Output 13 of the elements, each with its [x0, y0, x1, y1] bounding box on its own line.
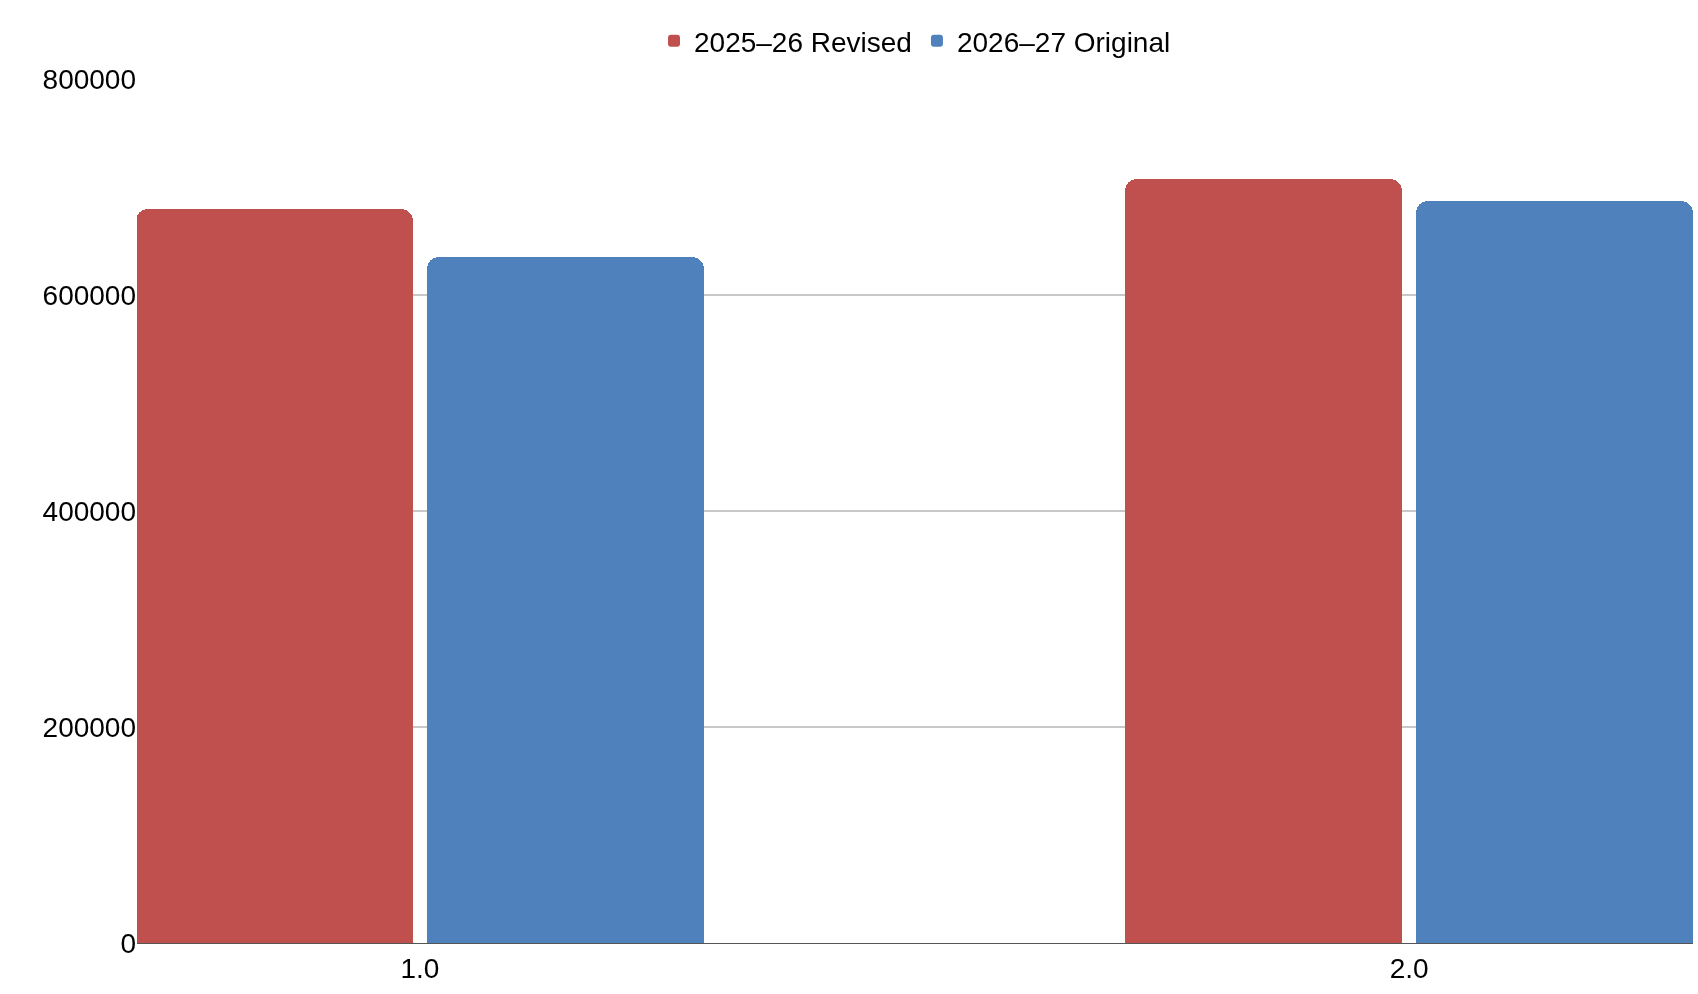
y-tick-label: 800000 [42, 63, 136, 95]
legend-label: 2025–26 Revised [694, 26, 912, 58]
y-tick-label: 200000 [42, 711, 136, 743]
x-tick-label: 1.0 [400, 952, 440, 984]
bar [137, 209, 413, 943]
y-tick-label: 600000 [42, 279, 136, 311]
bar [1125, 179, 1402, 943]
bar [427, 257, 704, 943]
x-tick-label: 2.0 [1389, 952, 1429, 984]
y-tick-label: 0 [120, 927, 136, 959]
legend-label: 2026–27 Original [956, 26, 1171, 58]
bar [1416, 201, 1693, 943]
y-tick-label: 400000 [42, 495, 136, 527]
